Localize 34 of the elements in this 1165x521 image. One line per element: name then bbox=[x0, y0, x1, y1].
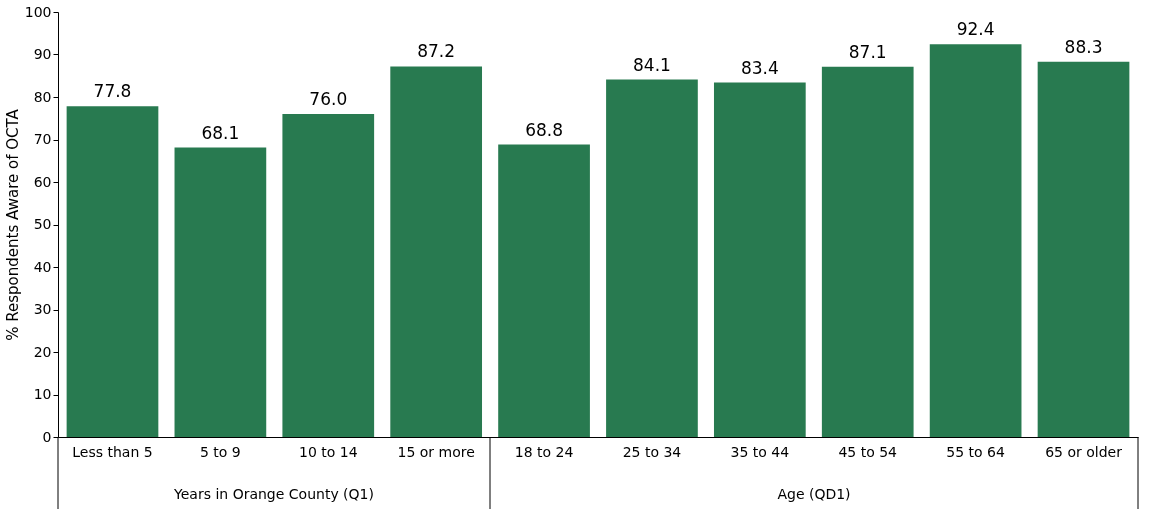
y-tick-label: 30 bbox=[33, 301, 52, 317]
y-tick-label: 0 bbox=[42, 428, 52, 445]
data-label: 76.0 bbox=[309, 89, 348, 109]
x-tick-label: 65 or older bbox=[1045, 443, 1123, 460]
data-label: 84.1 bbox=[633, 54, 671, 75]
data-label: 87.1 bbox=[848, 41, 887, 62]
x-tick-label: 35 to 44 bbox=[730, 443, 790, 460]
y-tick-label: 90 bbox=[33, 46, 52, 62]
y-tick-label: 20 bbox=[33, 343, 52, 360]
x-tick-label: 45 to 54 bbox=[838, 443, 898, 460]
data-label: 77.8 bbox=[93, 81, 132, 102]
x-tick-label: 5 to 9 bbox=[199, 443, 241, 460]
x-tick-label: 25 to 34 bbox=[622, 443, 682, 460]
y-tick-label: 40 bbox=[33, 258, 52, 275]
data-label: 88.3 bbox=[1064, 36, 1103, 57]
y-tick-label: 10 bbox=[33, 386, 52, 402]
y-axis-title: % Respondents Aware of OCTA bbox=[3, 108, 22, 341]
x-tick-label: 55 to 64 bbox=[946, 443, 1005, 460]
x-tick-label: Less than 5 bbox=[72, 443, 153, 460]
y-tick-label: 60 bbox=[33, 173, 52, 190]
x-tick-label: 15 or more bbox=[397, 443, 475, 460]
data-label: 68.1 bbox=[201, 122, 240, 143]
text: Years in Orange County (Q1) bbox=[173, 486, 374, 502]
x-tick-label: 18 to 24 bbox=[514, 443, 574, 460]
data-label: 92.4 bbox=[956, 19, 995, 40]
y-tick-label: 50 bbox=[33, 216, 52, 232]
y-tick-label: 80 bbox=[33, 88, 52, 105]
y-tick-label: 100 bbox=[24, 3, 52, 20]
text: Age (QD1) bbox=[777, 486, 851, 502]
data-label: 87.2 bbox=[417, 41, 456, 62]
data-label: 68.8 bbox=[525, 119, 563, 140]
x-tick-label: 10 to 14 bbox=[298, 443, 358, 460]
data-label: 83.4 bbox=[740, 57, 779, 78]
y-tick-label: 70 bbox=[33, 131, 52, 147]
